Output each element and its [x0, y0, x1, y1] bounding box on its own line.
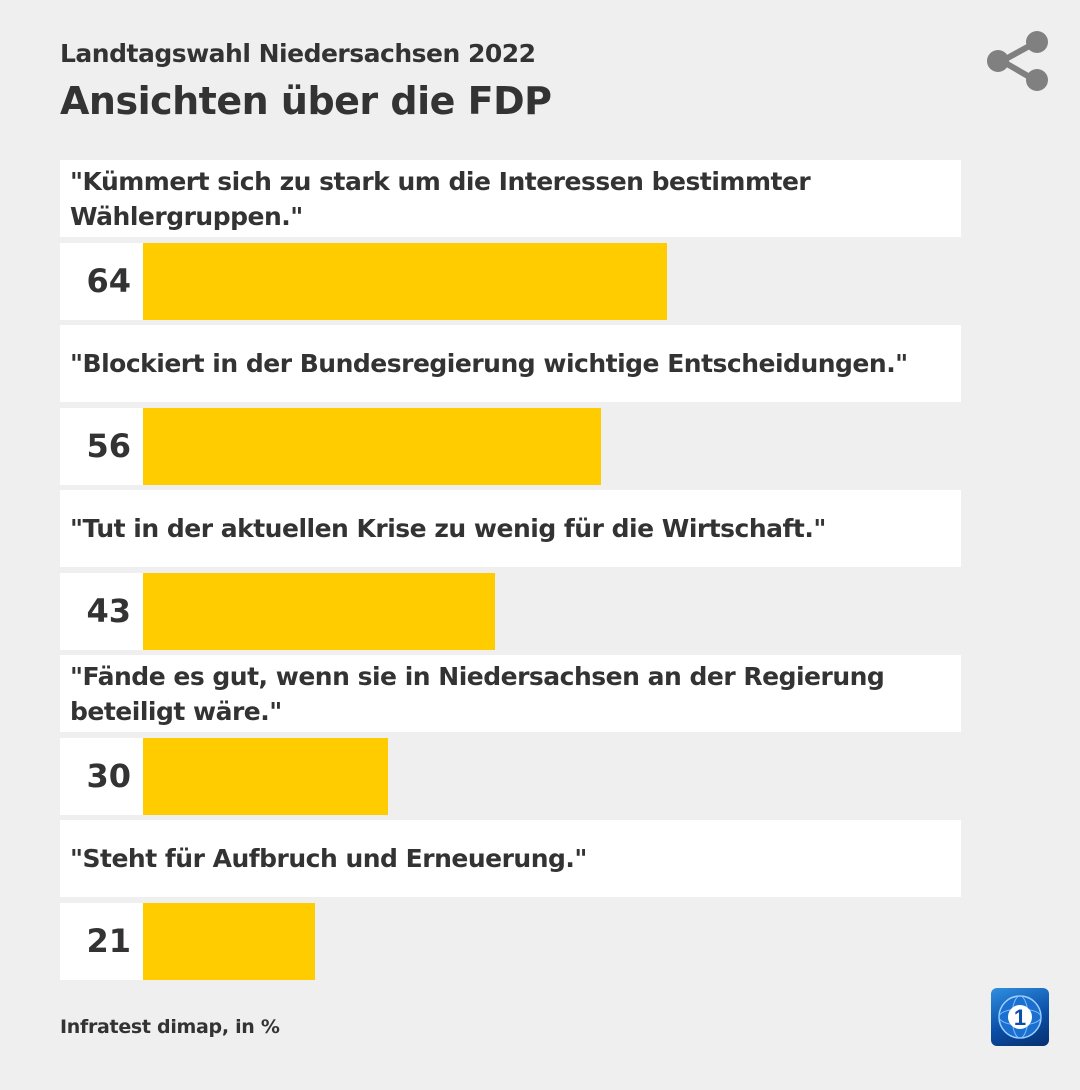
category-label: "Tut in der aktuellen Krise zu wenig für…	[60, 490, 961, 567]
category-label: "Steht für Aufbruch und Erneuerung."	[60, 820, 961, 897]
category-label: "Fände es gut, wenn sie in Niedersachsen…	[60, 655, 961, 732]
category-label: "Blockiert in der Bundesregierung wichti…	[60, 325, 961, 402]
category-label: "Kümmert sich zu stark um die Interessen…	[60, 160, 961, 237]
data-label: 30	[60, 738, 143, 815]
source-note: Infratest dimap, in %	[60, 1016, 280, 1038]
bar-chart: "Kümmert sich zu stark um die Interessen…	[60, 0, 961, 1000]
bar	[143, 738, 389, 815]
chart-subtitle: Landtagswahl Niedersachsen 2022	[60, 39, 536, 68]
chart-title: Ansichten über die FDP	[60, 79, 552, 123]
category-label-text: "Steht für Aufbruch und Erneuerung."	[70, 844, 587, 873]
category-label-text: "Fände es gut, wenn sie in Niedersachsen…	[70, 661, 885, 726]
category-label-text: "Blockiert in der Bundesregierung wichti…	[70, 349, 908, 378]
category-label-text: "Kümmert sich zu stark um die Interessen…	[70, 166, 811, 231]
data-label: 43	[60, 573, 143, 650]
bar	[143, 408, 602, 485]
category-label-text: "Tut in der aktuellen Krise zu wenig für…	[70, 514, 826, 543]
share-icon[interactable]	[980, 26, 1054, 96]
data-label: 21	[60, 903, 143, 980]
bar	[143, 573, 495, 650]
ard-tagesschau-logo-icon: 1	[991, 988, 1049, 1046]
data-label: 64	[60, 243, 143, 320]
chart-header: Landtagswahl Niedersachsen 2022 Ansichte…	[60, 36, 552, 126]
svg-text:1: 1	[1014, 1005, 1026, 1030]
bar	[143, 243, 667, 320]
bar	[143, 903, 315, 980]
data-label: 56	[60, 408, 143, 485]
